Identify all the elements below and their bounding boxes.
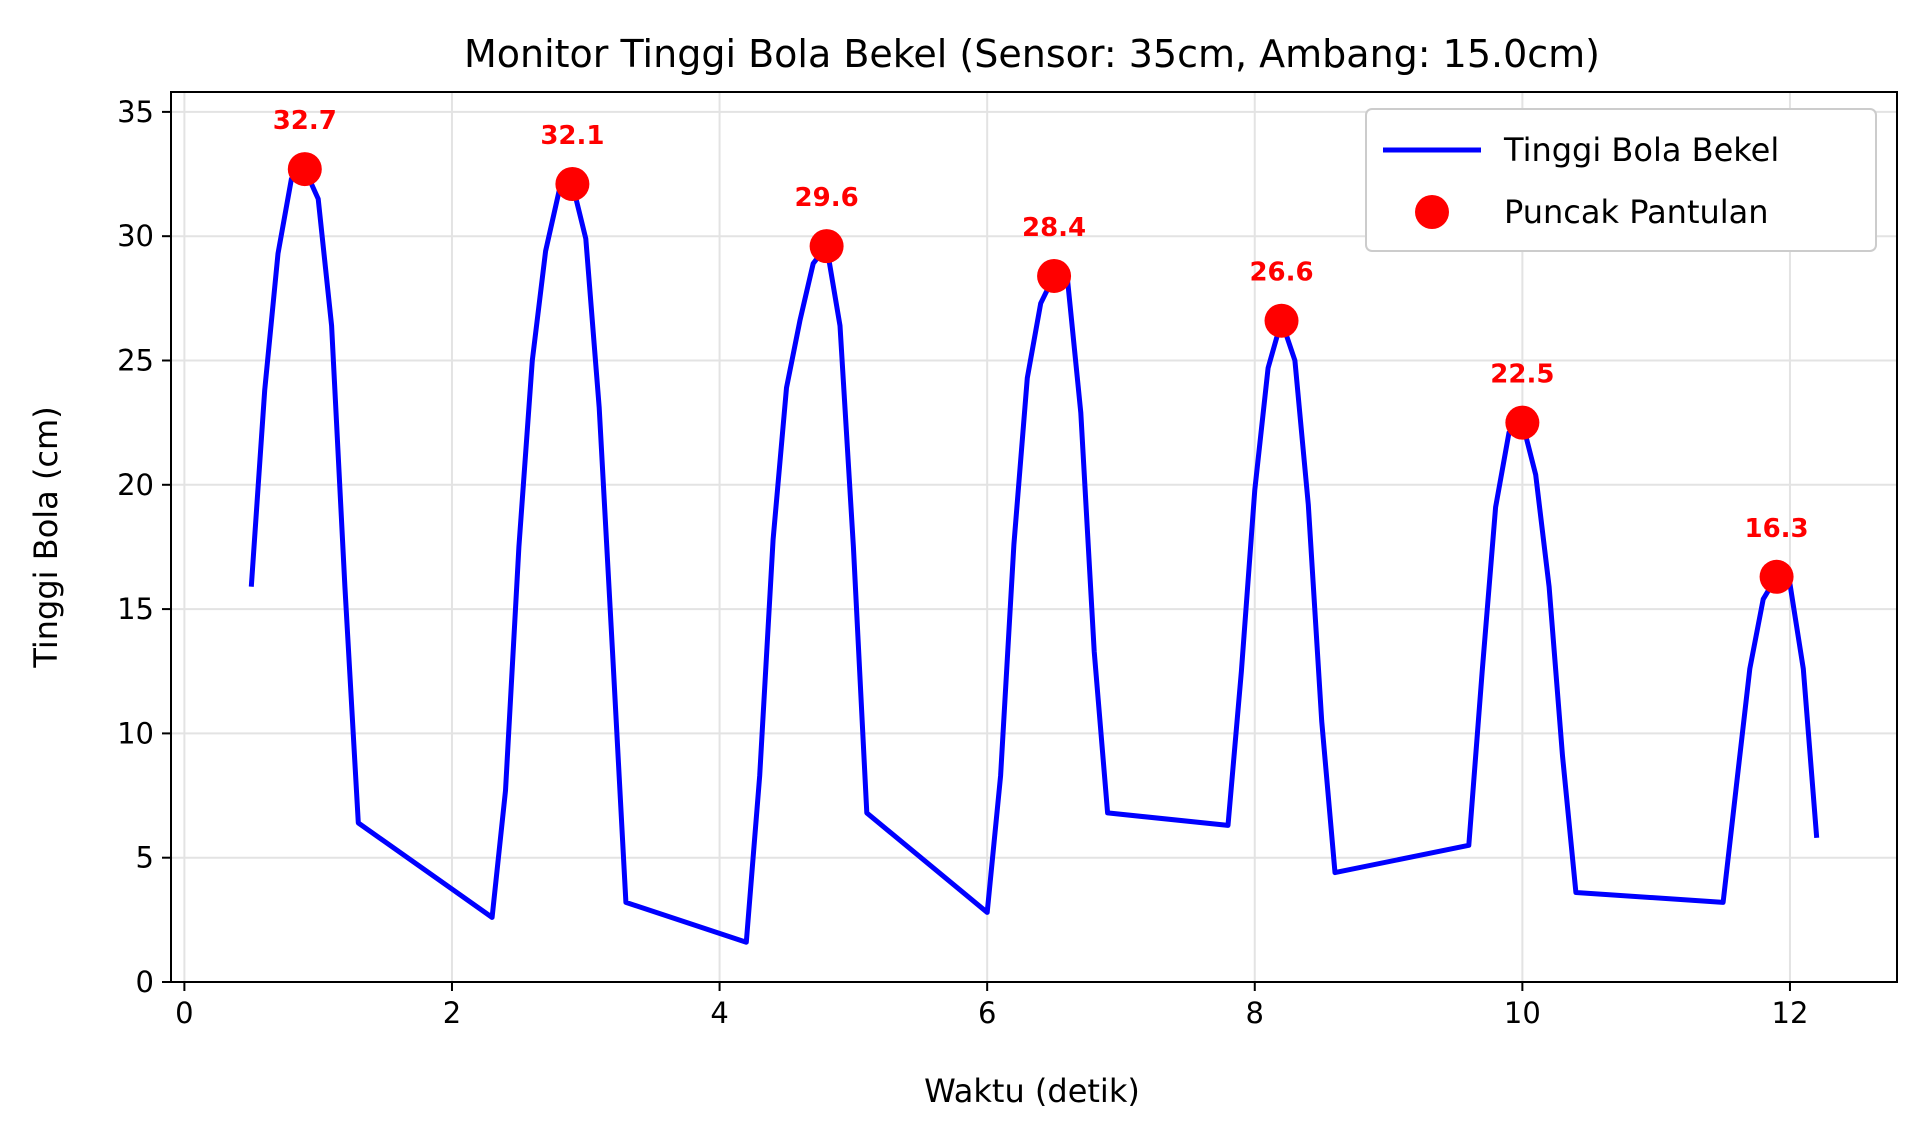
y-tick-label: 0 — [136, 965, 154, 999]
y-tick-label: 30 — [117, 219, 154, 253]
peak-marker — [1264, 303, 1299, 338]
peak-value-label: 29.6 — [795, 183, 859, 213]
x-tick-label: 2 — [443, 996, 461, 1030]
y-tick-label: 25 — [117, 343, 154, 377]
legend-box — [1365, 108, 1877, 252]
x-tick-label: 10 — [1504, 996, 1541, 1030]
peak-value-label: 28.4 — [1022, 213, 1086, 243]
plot-area-frame — [170, 91, 1898, 983]
peak-marker — [1759, 559, 1794, 594]
x-tick-label: 4 — [710, 996, 728, 1030]
series-line-tinggi-bola — [248, 166, 1820, 945]
peak-value-label: 22.5 — [1490, 360, 1554, 390]
peak-marker — [1037, 258, 1072, 293]
x-axis-label: Waktu (detik) — [924, 1072, 1140, 1110]
legend: Tinggi Bola Bekel Puncak Pantulan — [1365, 108, 1877, 252]
peak-marker — [287, 152, 322, 187]
peak-markers — [287, 152, 1794, 594]
peak-marker — [809, 229, 844, 264]
y-tick-label: 15 — [117, 592, 154, 626]
legend-label-line: Tinggi Bola Bekel — [1503, 131, 1779, 169]
legend-label-peak: Puncak Pantulan — [1504, 193, 1769, 231]
y-tick-label: 10 — [117, 716, 154, 750]
peak-value-label: 16.3 — [1745, 514, 1809, 544]
y-axis-label: Tinggi Bola (cm) — [27, 406, 65, 668]
y-tick-label: 35 — [117, 95, 154, 129]
x-tick-label: 6 — [978, 996, 996, 1030]
peak-marker — [1505, 405, 1540, 440]
peak-value-labels: 32.7 32.1 29.6 28.4 26.6 22.5 16.3 — [273, 106, 1809, 544]
legend-marker-swatch — [1415, 195, 1449, 229]
peak-marker — [555, 166, 590, 201]
x-tick-label: 12 — [1772, 996, 1809, 1030]
series-line-layer — [248, 166, 1820, 945]
axis-ticks: 0 2 4 6 8 10 12 0 5 10 15 20 25 30 35 — [117, 95, 1808, 1030]
peak-value-label: 26.6 — [1249, 258, 1313, 288]
x-tick-label: 0 — [175, 996, 193, 1030]
chart-title: Monitor Tinggi Bola Bekel (Sensor: 35cm,… — [464, 32, 1600, 76]
y-tick-label: 20 — [117, 468, 154, 502]
y-tick-label: 5 — [136, 841, 154, 875]
peak-value-label: 32.7 — [273, 106, 337, 136]
peak-value-label: 32.1 — [540, 121, 604, 151]
x-tick-label: 8 — [1246, 996, 1264, 1030]
